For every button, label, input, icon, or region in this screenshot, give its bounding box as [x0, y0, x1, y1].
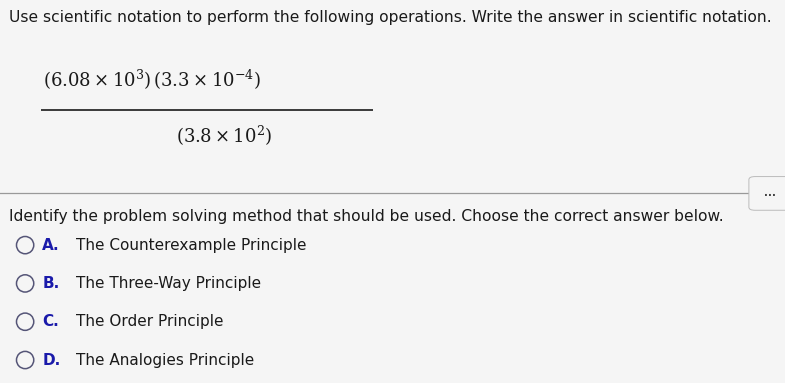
Text: C.: C. [42, 314, 59, 329]
Text: $(6.08\times10^{3})\,(3.3\times10^{-4})$: $(6.08\times10^{3})\,(3.3\times10^{-4})$ [43, 69, 261, 92]
Text: Use scientific notation to perform the following operations. Write the answer in: Use scientific notation to perform the f… [9, 10, 772, 25]
Text: A.: A. [42, 237, 60, 253]
FancyBboxPatch shape [749, 177, 785, 210]
Text: D.: D. [42, 352, 60, 368]
Text: ...: ... [764, 188, 776, 198]
Text: The Analogies Principle: The Analogies Principle [76, 352, 254, 368]
Text: The Three-Way Principle: The Three-Way Principle [76, 276, 261, 291]
Text: B.: B. [42, 276, 60, 291]
Text: $(3.8\times10^{2})$: $(3.8\times10^{2})$ [176, 124, 272, 148]
Text: The Order Principle: The Order Principle [76, 314, 224, 329]
Text: The Counterexample Principle: The Counterexample Principle [76, 237, 307, 253]
Text: Identify the problem solving method that should be used. Choose the correct answ: Identify the problem solving method that… [9, 209, 724, 224]
